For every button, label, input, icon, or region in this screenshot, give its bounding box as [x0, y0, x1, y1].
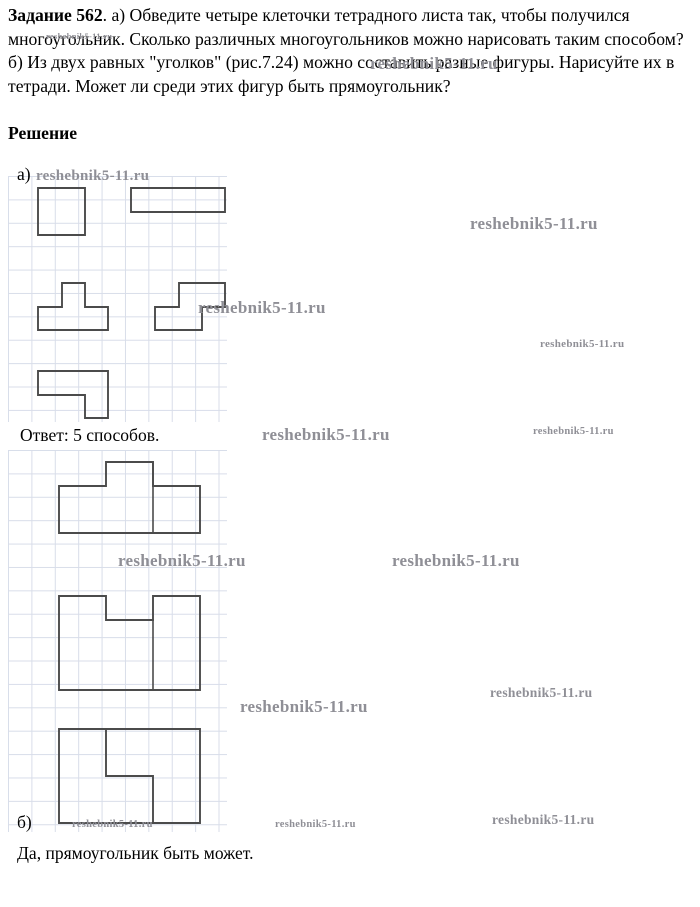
watermark-text: reshebnik5-11.ru [240, 697, 368, 716]
part-b-label: б) [17, 812, 32, 832]
watermark-text: reshebnik5-11.ru [198, 298, 326, 317]
answer-part-b: Да, прямоугольник быть может. [17, 843, 254, 863]
figure-s-tetromino [153, 281, 233, 337]
notebook-grid-part-b [8, 450, 227, 832]
watermark-text: reshebnik5-11.ru [72, 819, 153, 830]
watermark-text: reshebnik5-11.ru [370, 54, 498, 73]
watermark-text: reshebnik5-11.ru [36, 168, 150, 184]
task-body-b: б) Из двух равных "уголков" (рис.7.24) м… [8, 52, 675, 96]
watermark-text: reshebnik5-11.ru [262, 425, 390, 444]
figure-square-tetromino [36, 186, 92, 242]
notebook-grid-part-a [8, 176, 227, 422]
watermark-text: reshebnik5-11.ru [470, 214, 598, 233]
solution-label: Решение [8, 123, 78, 143]
figure-t-tetromino [36, 281, 116, 337]
answer-part-a: Ответ: 5 способов. [20, 425, 160, 445]
watermark-text: reshebnik5-11.ru [533, 426, 614, 437]
figure-two-corners-notched [57, 594, 217, 694]
watermark-text: reshebnik5-11.ru [46, 31, 113, 41]
watermark-text: reshebnik5-11.ru [490, 685, 593, 700]
watermark-text: reshebnik5-11.ru [492, 812, 595, 827]
figure-two-corners-rectangle [57, 727, 217, 837]
figure-line-tetromino [129, 186, 233, 218]
watermark-text: reshebnik5-11.ru [118, 551, 246, 570]
figure-two-corners-cross [57, 460, 217, 540]
watermark-text: reshebnik5-11.ru [540, 338, 625, 350]
watermark-text: reshebnik5-11.ru [392, 551, 520, 570]
task-body-a: . а) Обведите четыре клеточки тетрадного… [8, 5, 684, 49]
figure-l-tetromino [36, 369, 116, 425]
watermark-text: reshebnik5-11.ru [275, 819, 356, 830]
task-heading: Задание 562 [8, 5, 103, 25]
task-statement: Задание 562. а) Обведите четыре клеточки… [8, 4, 692, 98]
part-a-label: а) [17, 164, 31, 184]
